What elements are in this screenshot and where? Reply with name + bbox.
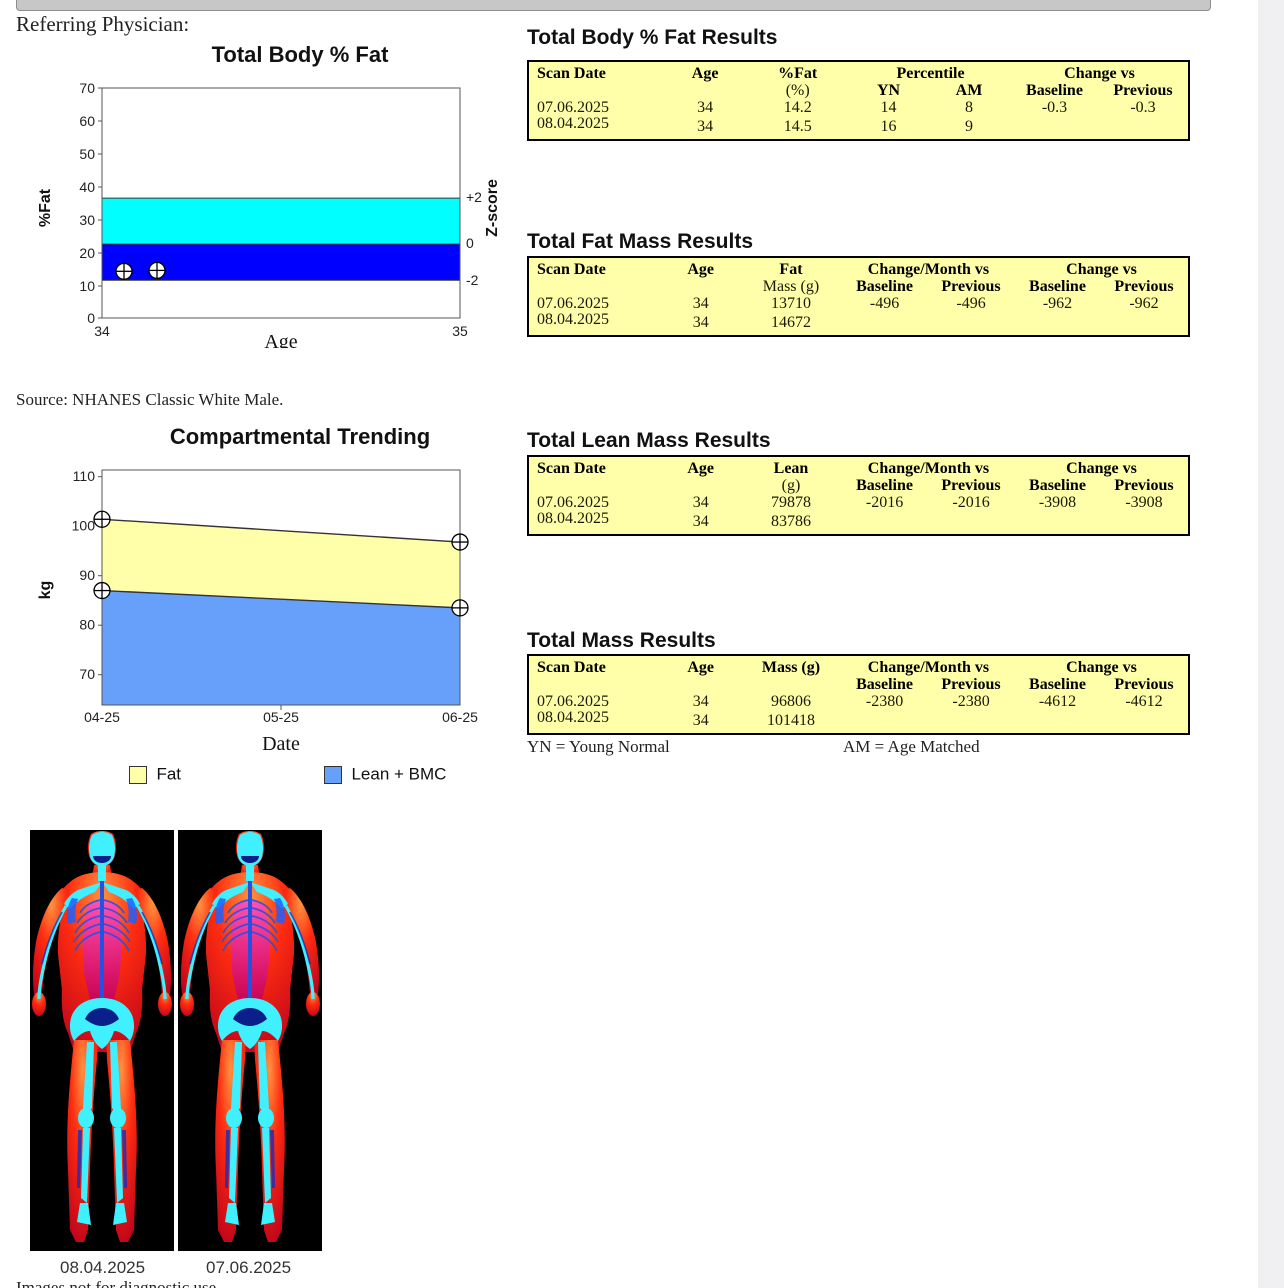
svg-text:80: 80 [79,617,95,633]
svg-text:70: 70 [79,666,95,682]
svg-text:30: 30 [79,212,95,228]
svg-text:Date: Date [262,733,300,750]
svg-text:20: 20 [79,245,95,261]
svg-text:60: 60 [79,113,95,129]
svg-text:40: 40 [79,179,95,195]
svg-text:90: 90 [79,567,95,583]
svg-text:Age: Age [264,331,297,348]
svg-text:-2: -2 [466,272,479,288]
svg-text:35: 35 [452,323,468,339]
svg-text:Z-score: Z-score [484,179,501,237]
svg-text:10: 10 [79,278,95,294]
svg-text:04-25: 04-25 [84,709,120,725]
svg-text:50: 50 [79,146,95,162]
svg-text:34: 34 [94,323,110,339]
svg-text:110: 110 [73,468,96,484]
svg-text:05-25: 05-25 [263,709,299,725]
svg-text:%Fat: %Fat [37,188,54,227]
svg-text:0: 0 [466,235,474,251]
svg-text:06-25: 06-25 [442,709,478,725]
svg-text:+2: +2 [466,189,482,205]
svg-text:70: 70 [79,80,95,96]
svg-text:100: 100 [72,518,96,534]
svg-text:kg: kg [37,581,54,600]
